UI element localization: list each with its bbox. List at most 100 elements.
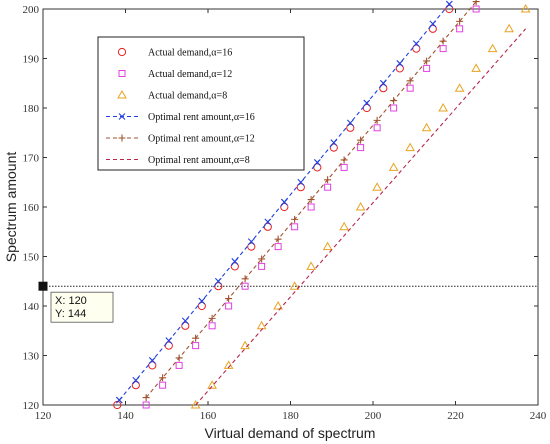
data-point — [225, 302, 233, 310]
data-point — [346, 119, 354, 127]
data-point — [207, 380, 217, 389]
data-point — [388, 162, 399, 171]
data-point — [208, 322, 216, 330]
y-tick-label: 120 — [23, 400, 40, 412]
data-point — [142, 394, 150, 402]
data-point — [357, 136, 365, 144]
data-point — [307, 196, 315, 204]
data-point — [142, 401, 150, 409]
data-point — [241, 275, 249, 283]
legend-label: Actual demand,α=12 — [148, 69, 232, 80]
data-point — [117, 89, 127, 99]
data-point — [487, 43, 498, 53]
datatip-marker — [38, 281, 48, 291]
data-point — [357, 144, 365, 152]
data-point — [274, 243, 282, 251]
data-point — [406, 77, 414, 85]
data-point — [395, 64, 404, 73]
data-point — [159, 374, 167, 382]
data-point — [445, 4, 454, 14]
data-point — [439, 45, 447, 53]
data-point — [472, 5, 480, 13]
data-point — [118, 113, 126, 120]
axis-ticks: 120 140 160 180 200 220 240 120 130 140 150 160 170 1… — [23, 4, 547, 422]
data-point — [439, 37, 447, 45]
data-point — [256, 320, 267, 330]
data-point — [159, 381, 167, 389]
data-point — [280, 198, 288, 206]
series-layer — [113, 0, 531, 410]
series-line — [118, 3, 450, 401]
y-tick-label: 150 — [23, 252, 40, 264]
data-point — [198, 297, 206, 305]
legend-entry: Optimal rent amount,α=12 — [106, 134, 255, 145]
data-point — [192, 334, 200, 342]
data-point — [230, 262, 239, 271]
data-point — [456, 17, 464, 25]
data-point — [274, 235, 282, 243]
data-point — [520, 3, 531, 13]
data-point — [372, 182, 382, 191]
y-tick-label: 160 — [23, 202, 40, 214]
y-tick-label: 130 — [23, 351, 40, 363]
data-point — [241, 282, 249, 290]
data-point — [445, 0, 453, 8]
data-point — [296, 183, 305, 192]
data-point — [405, 142, 415, 152]
data-point — [355, 201, 366, 211]
legend-entry: Actual demand,α=8 — [117, 89, 227, 102]
data-point — [231, 258, 239, 265]
data-point — [340, 163, 348, 171]
data-point — [115, 396, 123, 404]
data-point — [258, 262, 266, 270]
series-3 — [190, 3, 531, 409]
data-point — [472, 0, 480, 6]
legend: Actual demand,α=16 Actual demand,α=12 Actu… — [97, 36, 305, 171]
y-tick-label: 180 — [23, 103, 40, 115]
data-point — [118, 70, 126, 77]
series-line — [145, 1, 477, 398]
data-point — [258, 255, 266, 263]
x-tick-label: 240 — [530, 410, 547, 422]
data-point — [390, 104, 398, 112]
data-point — [132, 376, 140, 384]
y-axis-label: Spectrum amount — [3, 152, 19, 263]
data-point — [214, 277, 222, 285]
y-tick-label: 140 — [23, 301, 40, 313]
datatip-x-label: X: 120 — [55, 295, 87, 307]
datatip[interactable]: X: 120 Y: 144 — [38, 281, 114, 323]
data-point — [208, 314, 216, 322]
x-axis-label: Virtual demand of spectrum — [205, 425, 376, 441]
data-point — [289, 281, 300, 290]
legend-label: Actual demand,α=16 — [148, 48, 232, 59]
legend-entry: Optimal rent amount,α=8 — [106, 155, 250, 166]
data-point — [306, 261, 316, 270]
legend-entry: Optimal rent amount,α=16 — [106, 112, 255, 123]
x-tick-label: 220 — [447, 410, 464, 422]
data-point — [329, 143, 338, 152]
data-point — [280, 202, 289, 212]
data-point — [504, 23, 514, 33]
data-point — [148, 357, 156, 364]
y-tick-label: 200 — [23, 4, 40, 16]
data-point — [324, 183, 332, 191]
data-point — [313, 159, 321, 166]
data-point — [412, 40, 420, 48]
data-point — [396, 60, 404, 67]
data-point — [117, 47, 127, 57]
data-point — [471, 63, 481, 72]
data-point — [190, 399, 201, 409]
data-point — [131, 381, 140, 390]
data-point — [330, 139, 338, 147]
data-point — [307, 203, 315, 211]
data-point — [175, 354, 183, 362]
data-point — [423, 57, 431, 65]
legend-box — [97, 36, 305, 171]
data-point — [421, 122, 432, 132]
data-point — [429, 20, 437, 28]
data-point — [247, 242, 256, 251]
data-point — [192, 342, 200, 350]
y-tick-label: 190 — [23, 54, 40, 66]
x-tick-label: 180 — [282, 410, 299, 422]
